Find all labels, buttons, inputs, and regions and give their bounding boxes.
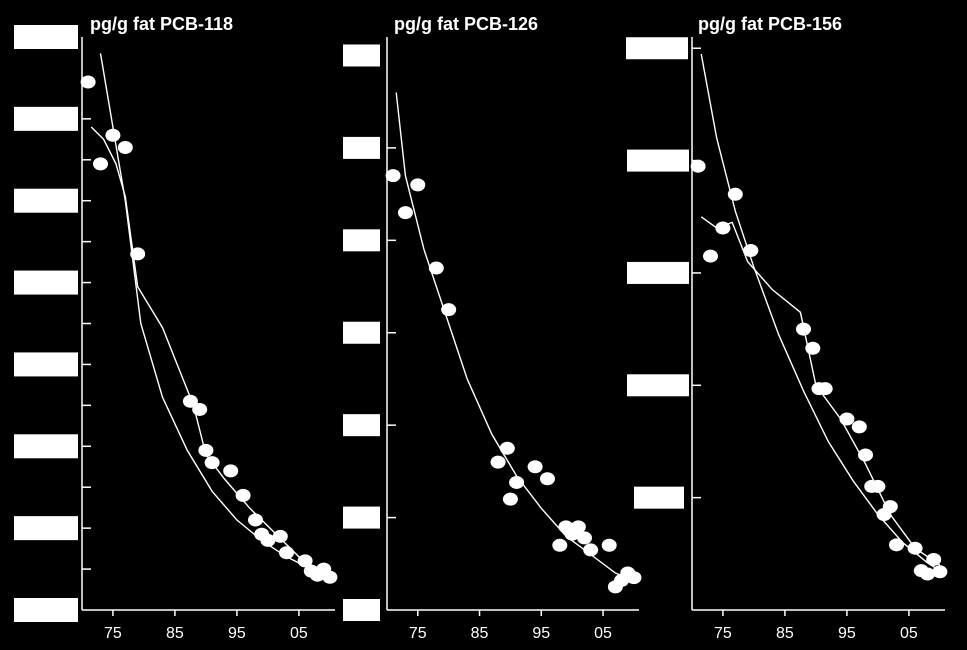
panel-title: pg/g fat PCB-118 [90,14,233,34]
y-label-box [14,270,78,295]
data-point [703,249,718,263]
data-point [93,157,108,171]
data-point [727,187,743,201]
data-point [527,460,543,474]
y-label-box [14,352,78,377]
data-point [428,261,444,275]
panel-pcb-126: pg/g fat PCB-126 75 85 95 05 [343,14,642,642]
data-point [322,570,338,584]
x-tick-label: 05 [594,625,612,642]
trend-curve-1 [700,53,941,572]
data-point [926,552,942,566]
x-tick-label: 05 [900,625,918,642]
data-point [297,554,313,568]
data-point [204,456,220,470]
data-point [889,538,904,552]
x-tick-label: 95 [532,625,550,642]
data-point [743,243,759,257]
data-point [882,500,898,514]
y-label-box [343,506,380,529]
x-tick-label: 05 [290,625,308,642]
data-point [539,472,555,486]
data-point [441,303,457,317]
data-point [920,567,935,581]
data-point [490,455,506,469]
y-label-box [14,25,78,49]
data-point [570,520,586,534]
data-point [858,448,873,462]
x-tick-label: 75 [104,625,122,642]
data-point [397,206,413,220]
y-label-box [343,414,380,437]
data-point [248,513,263,527]
x-tick-label: 95 [228,625,246,642]
x-tick-label: 85 [166,625,184,642]
y-label-box [627,261,689,284]
data-point [552,538,568,552]
data-point [198,443,214,457]
data-point [182,394,198,408]
data-point [410,178,426,192]
x-tick-label: 85 [471,625,489,642]
data-point [509,475,525,489]
data-point [577,531,593,545]
x-tick-label: 75 [409,625,427,642]
y-label-box [343,44,380,67]
data-point [839,412,855,426]
x-tick-label: 95 [838,625,856,642]
trend-curve-1 [99,53,331,578]
panel-title: pg/g fat PCB-126 [394,14,538,34]
y-label-box [14,516,78,541]
y-label-box [343,599,380,621]
data-point [583,543,599,557]
data-point [223,464,239,478]
data-point [805,341,821,355]
data-point [279,546,294,560]
y-label-box [14,598,78,622]
y-label-box [343,229,380,252]
data-point [235,488,251,502]
y-label-box [634,486,684,509]
panel-pcb-156: pg/g fat PCB-156 75 85 95 05 [626,14,948,642]
data-point [80,75,96,89]
y-label-box [343,136,380,159]
x-tick-label: 85 [776,625,794,642]
panel-title: pg/g fat PCB-156 [698,14,842,34]
data-point [796,322,811,336]
trend-curve-2 [90,126,325,574]
data-point [272,529,288,543]
y-label-box [14,434,78,459]
panel-pcb-118: pg/g fat PCB-118 75 85 95 05 [14,14,338,642]
data-point [192,402,208,416]
data-point [130,247,146,261]
data-point [690,159,706,173]
y-label-box [627,149,689,172]
data-point [117,141,133,155]
y-label-box [626,37,688,60]
data-point [502,492,518,506]
data-point [385,169,401,183]
data-point [105,128,121,142]
y-label-box [14,106,78,131]
data-point [870,479,886,493]
y-label-box [14,188,78,213]
data-point [499,441,515,455]
y-label-box [627,374,689,397]
trend-curve-1 [395,92,635,582]
data-point [601,538,617,552]
data-point [817,382,833,396]
data-point [715,221,731,235]
y-label-box [343,321,380,344]
data-point [932,565,948,579]
data-point [907,541,923,555]
data-point [851,420,867,434]
x-tick-label: 75 [714,625,732,642]
data-point [260,533,276,547]
data-point [626,571,642,585]
